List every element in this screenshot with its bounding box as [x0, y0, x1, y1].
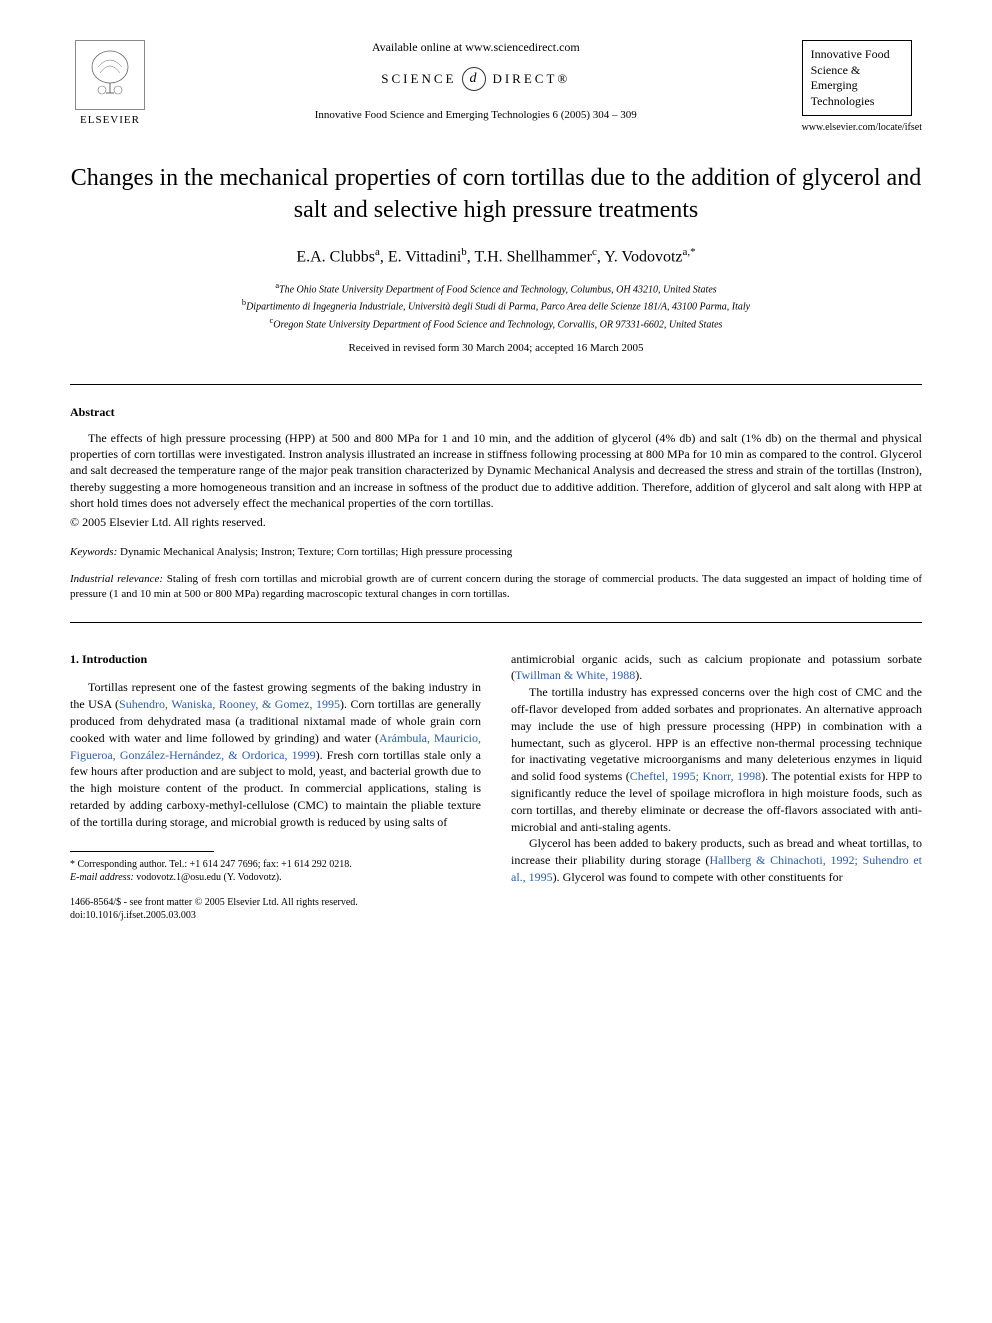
author-list: E.A. Clubbsa, E. Vittadinib, T.H. Shellh…	[70, 246, 922, 266]
article-title: Changes in the mechanical properties of …	[70, 163, 922, 225]
science-direct-logo: SCIENCE d DIRECT®	[170, 67, 782, 91]
abstract-copyright: © 2005 Elsevier Ltd. All rights reserved…	[70, 515, 922, 530]
sd-right: DIRECT®	[492, 71, 570, 87]
relevance-label: Industrial relevance:	[70, 573, 163, 585]
journal-name-box: Innovative Food Science & Emerging Techn…	[802, 40, 912, 116]
divider	[70, 622, 922, 623]
affiliation-line: cOregon State University Department of F…	[70, 315, 922, 332]
header: ELSEVIER Available online at www.science…	[70, 40, 922, 133]
citation-ref[interactable]: Suhendro, Waniska, Rooney, & Gomez, 1995	[119, 697, 340, 711]
sd-left: SCIENCE	[381, 71, 456, 87]
footer-issn: 1466-8564/$ - see front matter © 2005 El…	[70, 896, 481, 909]
keywords-text: Dynamic Mechanical Analysis; Instron; Te…	[120, 546, 512, 558]
affiliation-line: bDipartimento di Ingegneria Industriale,…	[70, 297, 922, 314]
sd-icon: d	[462, 67, 486, 91]
affiliations: aThe Ohio State University Department of…	[70, 280, 922, 332]
industrial-relevance: Industrial relevance: Staling of fresh c…	[70, 572, 922, 602]
affiliation-line: aThe Ohio State University Department of…	[70, 280, 922, 297]
article-dates: Received in revised form 30 March 2004; …	[70, 342, 922, 354]
keywords: Keywords: Dynamic Mechanical Analysis; I…	[70, 546, 922, 558]
email-value: vodovotz.1@osu.edu (Y. Vodovotz).	[136, 872, 281, 883]
right-column: antimicrobial organic acids, such as cal…	[511, 651, 922, 922]
left-column: 1. Introduction Tortillas represent one …	[70, 651, 481, 922]
body-paragraph: antimicrobial organic acids, such as cal…	[511, 651, 922, 685]
body-text: ). Glycerol was found to compete with ot…	[553, 870, 843, 884]
email-footnote: E-mail address: vodovotz.1@osu.edu (Y. V…	[70, 871, 481, 884]
corresponding-footnote: * Corresponding author. Tel.: +1 614 247…	[70, 858, 481, 871]
available-online-text: Available online at www.sciencedirect.co…	[170, 40, 782, 55]
citation-line: Innovative Food Science and Emerging Tec…	[170, 109, 782, 121]
citation-ref[interactable]: Twillman & White, 1988	[515, 668, 635, 682]
journal-url: www.elsevier.com/locate/ifset	[802, 122, 922, 133]
citation-ref[interactable]: Cheftel, 1995; Knorr, 1998	[630, 769, 761, 783]
body-paragraph: Glycerol has been added to bakery produc…	[511, 835, 922, 885]
header-center: Available online at www.sciencedirect.co…	[150, 40, 802, 121]
email-label: E-mail address:	[70, 872, 134, 883]
body-columns: 1. Introduction Tortillas represent one …	[70, 651, 922, 922]
keywords-label: Keywords:	[70, 546, 117, 558]
section-heading: 1. Introduction	[70, 651, 481, 668]
publisher-logo: ELSEVIER	[70, 40, 150, 126]
footnote-separator	[70, 851, 214, 852]
abstract-heading: Abstract	[70, 405, 922, 420]
abstract-text: The effects of high pressure processing …	[70, 430, 922, 511]
divider	[70, 384, 922, 385]
body-text: ).	[635, 668, 642, 682]
relevance-text: Staling of fresh corn tortillas and micr…	[70, 573, 922, 600]
body-paragraph: The tortilla industry has expressed conc…	[511, 684, 922, 835]
elsevier-label: ELSEVIER	[80, 114, 140, 126]
journal-sidebar: Innovative Food Science & Emerging Techn…	[802, 40, 922, 133]
body-paragraph: Tortillas represent one of the fastest g…	[70, 679, 481, 830]
footer-doi: doi:10.1016/j.ifset.2005.03.003	[70, 909, 481, 922]
elsevier-tree-icon	[75, 40, 145, 110]
